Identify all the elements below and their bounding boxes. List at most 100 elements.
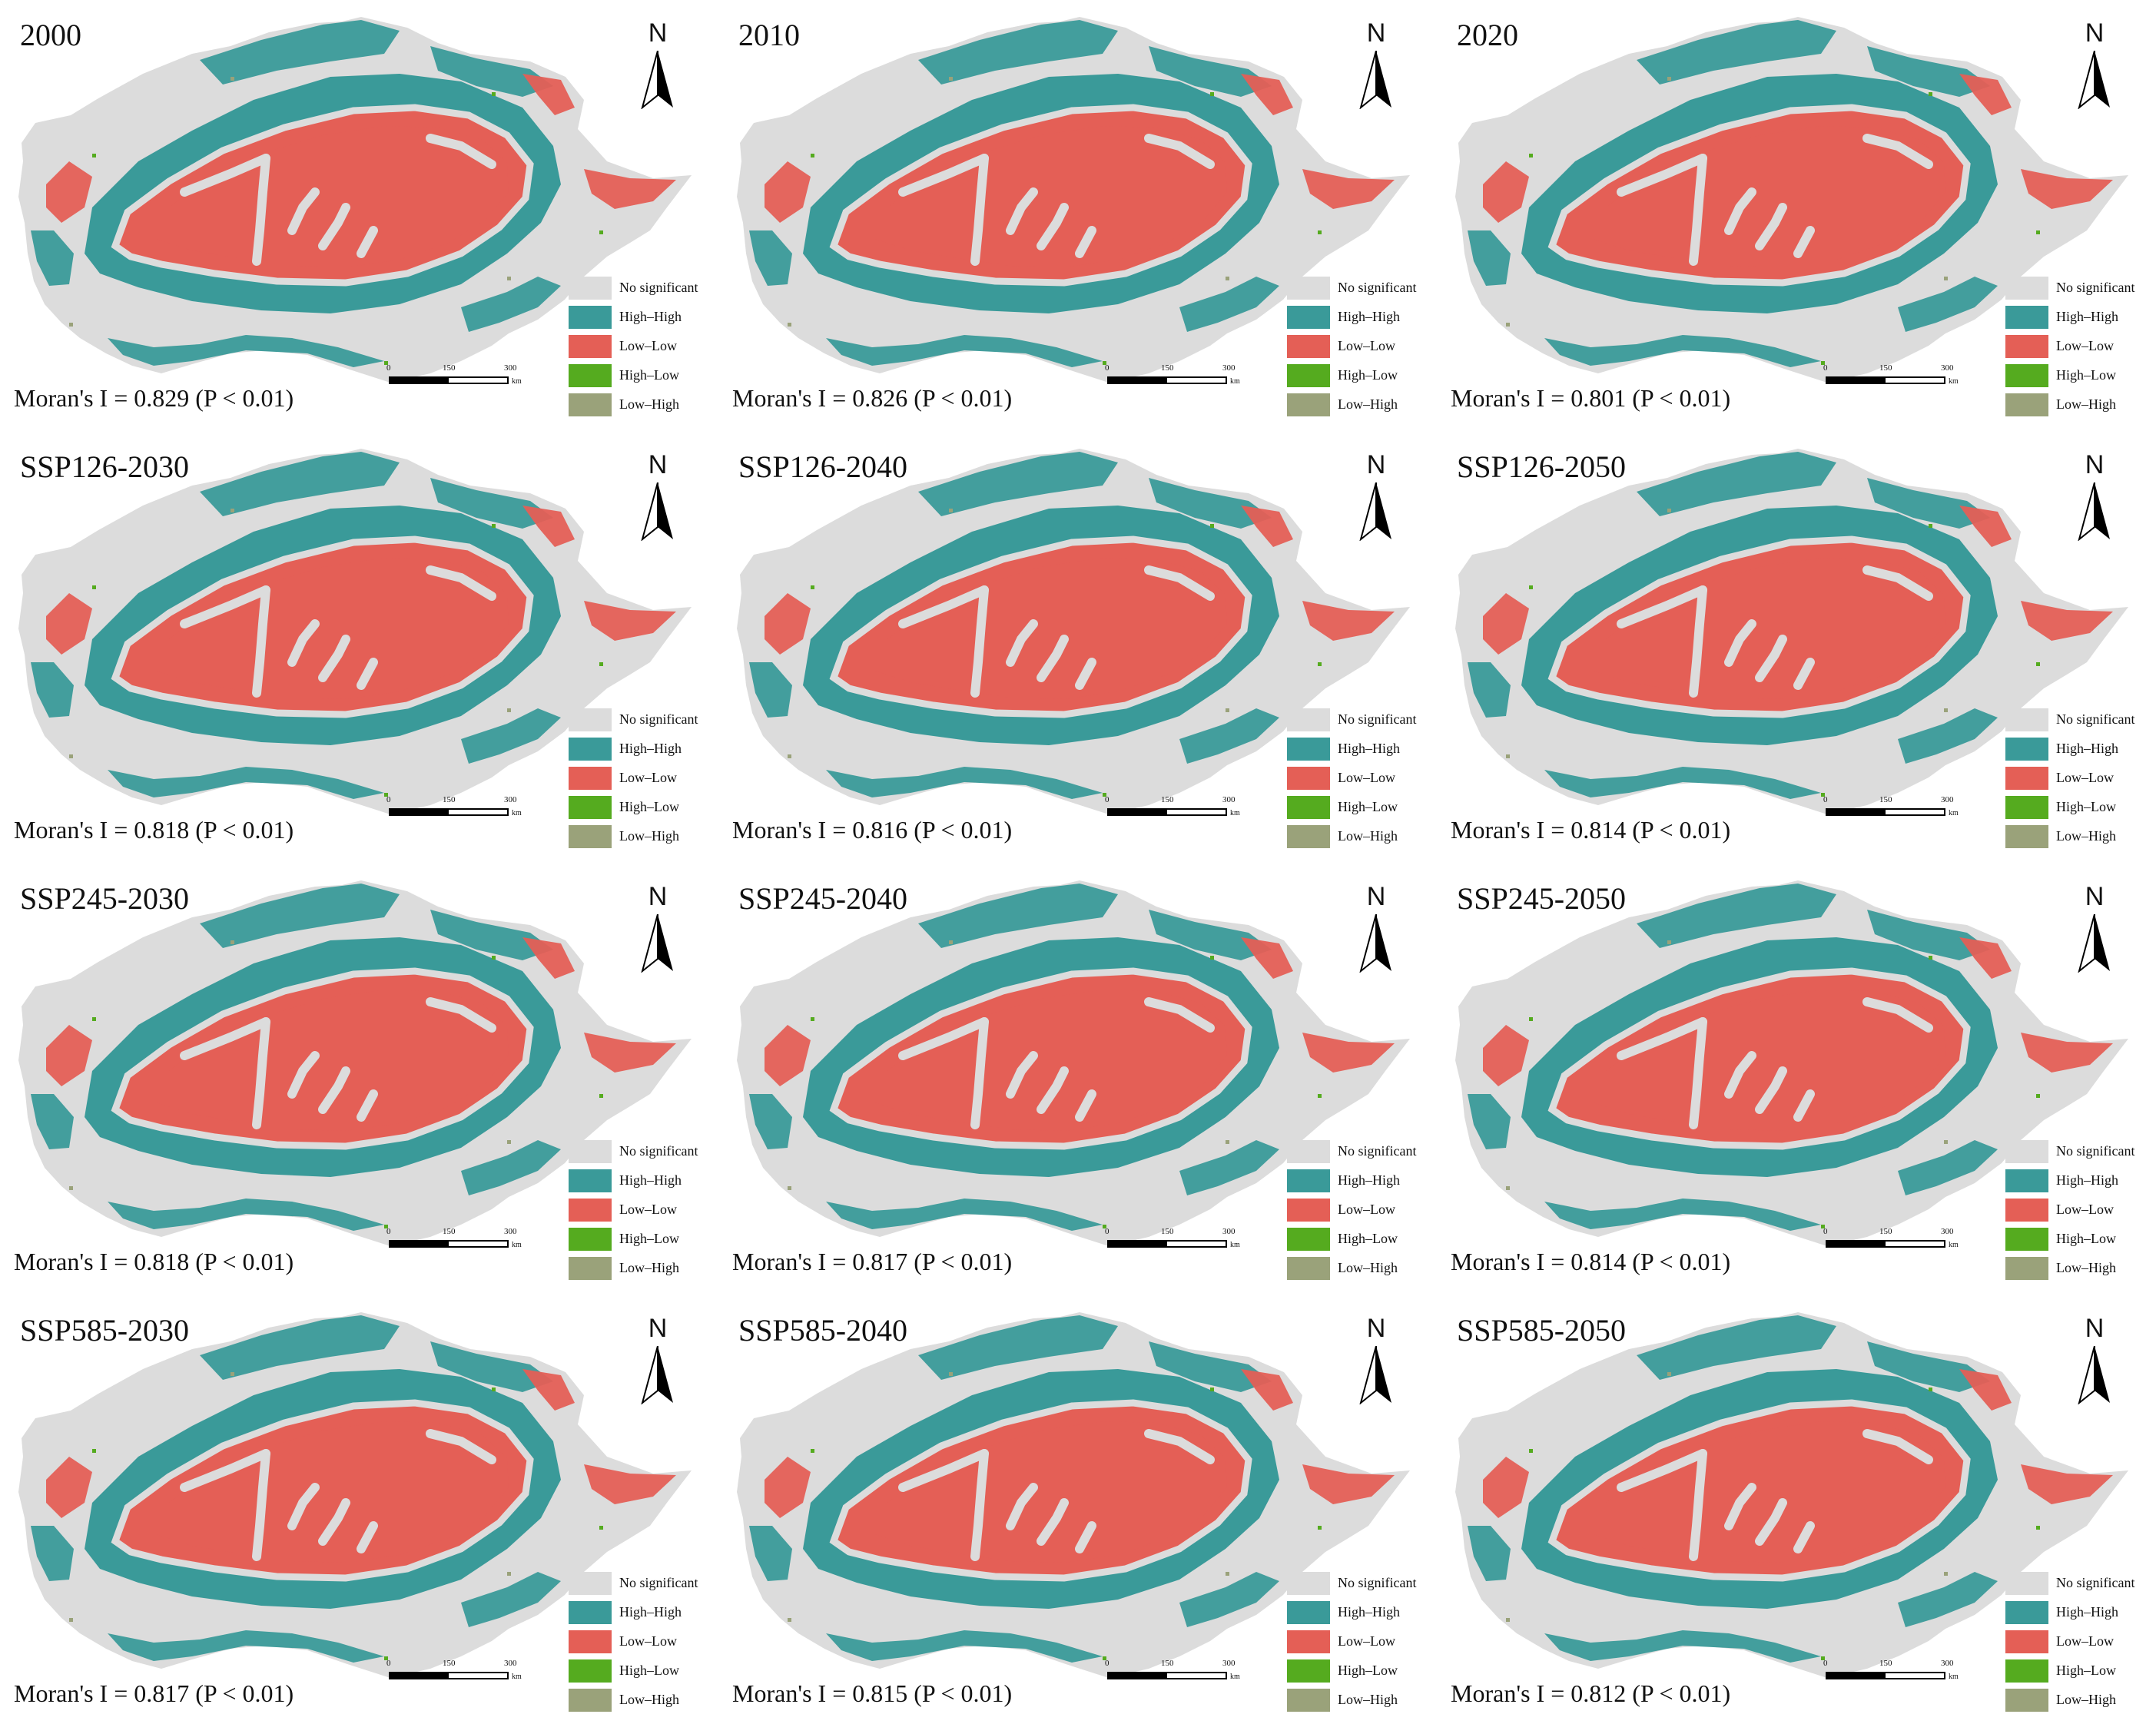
- cluster-pixel: [1944, 1572, 1948, 1576]
- cluster-patch: [430, 478, 553, 529]
- legend-label: High–High: [2056, 1604, 2118, 1620]
- legend-label: Low–Low: [1338, 770, 1395, 785]
- cluster-patch: [918, 20, 1118, 85]
- river-corridor: [1755, 1498, 1787, 1546]
- cluster-patch: [2021, 601, 2113, 641]
- scale-tick-label: 0: [386, 1227, 391, 1236]
- scale-bar-graphic: [1107, 1672, 1227, 1679]
- cluster-pixel: [949, 509, 953, 512]
- north-arrow: N: [1353, 20, 1399, 112]
- legend-item: High–High: [2005, 1601, 2156, 1624]
- legend-item: Low–Low: [1287, 1630, 1441, 1653]
- north-label: N: [2085, 450, 2105, 479]
- cluster-patch: [826, 1630, 1103, 1663]
- legend-label: Low–Low: [2056, 1202, 2114, 1217]
- legend-swatch: [2005, 277, 2048, 300]
- legend-swatch: [1287, 1199, 1330, 1222]
- legend-swatch: [2005, 364, 2048, 387]
- cluster-patch: [46, 1457, 92, 1518]
- scale-unit: km: [1230, 809, 1240, 817]
- legend-swatch: [2005, 767, 2048, 790]
- legend-label: No significant: [2056, 1143, 2135, 1159]
- river-corridor: [970, 154, 989, 266]
- scale-unit: km: [1949, 1241, 1959, 1249]
- cluster-pixel: [92, 1017, 96, 1021]
- north-label: N: [1366, 450, 1386, 479]
- scale-tick-label: 0: [1823, 1659, 1828, 1668]
- river-corridor: [1724, 1483, 1756, 1530]
- cluster-patch: [1867, 478, 1990, 529]
- cluster-patch: [584, 169, 676, 209]
- river-corridor: [252, 154, 270, 266]
- legend-label: High–High: [1338, 1172, 1400, 1188]
- cluster-patch: [1302, 601, 1395, 641]
- north-arrow-icon: [1359, 1346, 1391, 1404]
- cluster-patch: [46, 593, 92, 655]
- low-low-core: [154, 558, 509, 699]
- legend-label: High–High: [2056, 309, 2118, 324]
- lisa-cluster-map: [18, 449, 692, 814]
- legend-label: Low–Low: [619, 770, 677, 785]
- river-corridor: [970, 585, 989, 698]
- legend-label: High–High: [2056, 741, 2118, 756]
- map-panel: SSP126-2040 Moran's I = 0.816 (P < 0.01) N…: [718, 432, 1437, 864]
- cluster-patch: [1898, 277, 1998, 332]
- cluster-pixel: [1318, 1094, 1322, 1098]
- cluster-pixel: [92, 1449, 96, 1453]
- legend-swatch: [569, 708, 612, 731]
- cluster-pixel: [599, 1526, 603, 1530]
- legend-swatch: [569, 1689, 612, 1712]
- cluster-patch: [1867, 1341, 1990, 1392]
- cluster-patch: [108, 1199, 384, 1231]
- cluster-patch: [1637, 452, 1836, 516]
- map-panel: SSP126-2050 Moran's I = 0.814 (P < 0.01) N…: [1437, 432, 2155, 864]
- legend-item: High–Low: [569, 796, 722, 819]
- legend-item: Low–Low: [2005, 1199, 2156, 1222]
- legend-swatch: [2005, 1228, 2048, 1251]
- north-arrow-icon: [2078, 1346, 2110, 1404]
- north-arrow-icon: [641, 51, 673, 109]
- legend-item: High–Low: [1287, 1228, 1441, 1251]
- legend-label: No significant: [2056, 280, 2135, 295]
- no-significant-ring: [111, 535, 534, 718]
- panel-title: SSP245-2040: [738, 881, 908, 916]
- river-corridor: [1793, 658, 1815, 690]
- cluster-patch: [430, 1341, 553, 1392]
- river-corridor: [1037, 1498, 1069, 1546]
- north-arrow: N: [1353, 884, 1399, 976]
- lisa-cluster-map: [1455, 449, 2128, 814]
- lisa-cluster-map: [18, 1312, 692, 1678]
- cluster-patch: [200, 452, 400, 516]
- morans-i-label: Moran's I = 0.815 (P < 0.01): [732, 1679, 1013, 1707]
- morans-i-label: Moran's I = 0.816 (P < 0.01): [732, 816, 1013, 844]
- river-corridor: [1037, 1066, 1069, 1114]
- river-corridor: [318, 635, 350, 682]
- cluster-pixel: [1929, 956, 1932, 960]
- legend-swatch: [569, 1228, 612, 1251]
- panel-title: SSP585-2050: [1457, 1313, 1627, 1348]
- low-low-core: [872, 126, 1227, 267]
- river-corridor: [1617, 1449, 1707, 1492]
- legend-label: High–Low: [1338, 1663, 1398, 1678]
- river-corridor: [287, 187, 320, 235]
- scale-bar: 0 150 300 km: [386, 1659, 542, 1690]
- river-corridor: [1075, 226, 1096, 258]
- cluster-pixel: [1103, 1225, 1106, 1228]
- panel-title: SSP245-2050: [1457, 881, 1627, 916]
- legend-swatch: [1287, 1659, 1330, 1683]
- legend-swatch: [569, 1630, 612, 1653]
- river-corridor: [287, 619, 320, 667]
- cluster-pixel: [1944, 708, 1948, 712]
- cluster-patch: [2021, 169, 2113, 209]
- legend-item: Low–High: [569, 1257, 722, 1280]
- river-corridor: [1037, 203, 1069, 250]
- river-corridor: [1724, 187, 1756, 235]
- no-significant-ring: [111, 1399, 534, 1582]
- cluster-patch: [765, 1457, 811, 1518]
- river-corridor: [180, 154, 270, 197]
- legend-swatch: [1287, 1228, 1330, 1251]
- legend-item: High–High: [569, 1601, 722, 1624]
- panel-title: SSP126-2040: [738, 449, 908, 484]
- cluster-patch: [461, 1140, 561, 1195]
- cluster-patch: [46, 1025, 92, 1086]
